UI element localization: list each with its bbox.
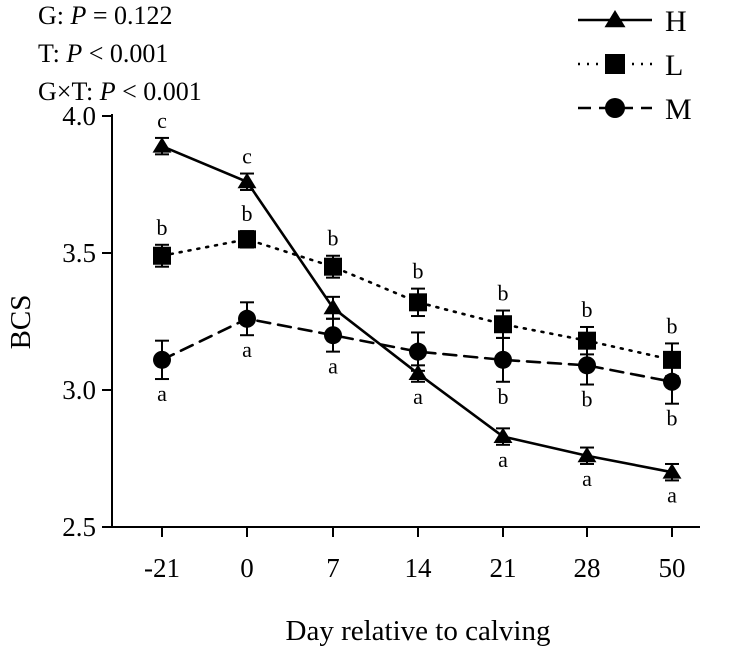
significance-letter: a — [582, 466, 592, 491]
legend: HLM — [578, 5, 692, 126]
significance-letter: b — [328, 226, 339, 251]
x-tick-label: 14 — [405, 553, 433, 583]
significance-letter: c — [242, 144, 252, 169]
legend-marker-L — [605, 54, 625, 74]
x-axis-label: Day relative to calving — [286, 615, 551, 647]
data-point-H — [577, 446, 597, 463]
data-point-M — [494, 350, 512, 369]
significance-letter: b — [667, 406, 678, 431]
data-point-M — [663, 372, 681, 391]
data-point-M — [409, 342, 427, 361]
legend-label: H — [665, 5, 687, 38]
legend-label: L — [665, 49, 683, 82]
x-tick-label: -21 — [144, 553, 180, 583]
axes: 2.5 3.0 3.5 4.0 -21 0 7 14 21 28 50 — [62, 101, 700, 583]
stat-line: G: P = 0.122 — [38, 1, 173, 30]
data-point-H — [237, 172, 257, 189]
significance-letter: a — [242, 337, 252, 362]
significance-letter: b — [582, 297, 593, 322]
significance-letter: b — [157, 215, 168, 240]
series-H: c c a a a a — [152, 108, 682, 507]
y-tick-label: 4.0 — [62, 101, 96, 131]
significance-letter: a — [498, 447, 508, 472]
data-point-M — [238, 309, 256, 328]
series-M: a a a b b b — [153, 301, 681, 431]
y-tick-label: 3.5 — [62, 238, 96, 268]
data-point-H — [323, 298, 343, 315]
data-point-M — [578, 356, 596, 375]
x-tick-label: 7 — [326, 553, 340, 583]
stat-line: T: P < 0.001 — [38, 39, 168, 68]
series-layer: c c a a a a b b b b b b b a a a b b b — [152, 108, 682, 507]
significance-letter: b — [582, 387, 593, 412]
significance-letter: b — [498, 281, 509, 306]
significance-letter: b — [242, 201, 253, 226]
data-point-L — [324, 257, 342, 276]
significance-letter: a — [413, 384, 423, 409]
legend-marker-M — [605, 98, 625, 118]
legend-item-H: H — [578, 5, 687, 38]
significance-letter: a — [157, 381, 167, 406]
x-tick-label: 0 — [240, 553, 254, 583]
legend-label: M — [665, 93, 692, 126]
y-tick-label: 3.0 — [62, 375, 96, 405]
data-point-L — [238, 230, 256, 249]
legend-item-L: L — [578, 49, 683, 82]
significance-letter: a — [667, 482, 677, 507]
x-tick-label: 50 — [659, 553, 686, 583]
data-point-M — [324, 326, 342, 345]
data-point-H — [152, 137, 172, 153]
data-point-H — [662, 463, 682, 479]
data-point-M — [153, 350, 171, 369]
data-point-H — [408, 364, 428, 381]
x-tick-label: 28 — [574, 553, 601, 583]
significance-letter: b — [667, 313, 678, 338]
data-point-L — [409, 293, 427, 312]
stat-line: G×T: P < 0.001 — [38, 77, 202, 106]
significance-letter: b — [498, 384, 509, 409]
significance-letter: c — [157, 108, 167, 133]
y-axis-label: BCS — [5, 295, 37, 350]
x-tick-label: 21 — [490, 553, 517, 583]
significance-letter: b — [413, 259, 424, 284]
legend-marker-H — [604, 10, 626, 28]
data-point-L — [153, 246, 171, 265]
legend-item-M: M — [578, 93, 692, 126]
significance-letter: a — [328, 354, 338, 379]
data-point-L — [494, 315, 512, 334]
data-point-H — [493, 427, 513, 444]
y-tick-label: 2.5 — [62, 512, 96, 542]
statistics-annotation: G: P = 0.122 T: P < 0.001 G×T: P < 0.001 — [38, 1, 202, 106]
